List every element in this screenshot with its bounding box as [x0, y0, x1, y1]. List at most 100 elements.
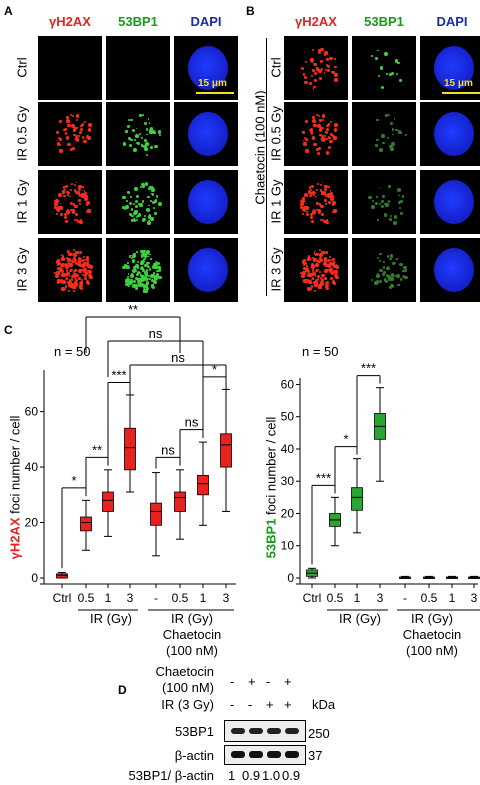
focus-dot	[321, 137, 325, 141]
focus-dot	[379, 187, 382, 190]
focus-dot	[311, 220, 315, 224]
focus-dot	[77, 198, 81, 202]
focus-dot	[64, 131, 68, 135]
focus-dot	[128, 213, 132, 217]
row-label-0: Ctrl	[268, 57, 284, 78]
focus-dot	[309, 188, 312, 191]
focus-dot	[142, 277, 146, 281]
panel-b-header-gh2ax: γH2AX	[295, 14, 337, 29]
x-tick-label: 1	[200, 591, 207, 605]
focus-dot	[59, 281, 61, 284]
focus-dot	[75, 212, 79, 216]
focus-dot	[401, 275, 404, 279]
ir-sign: -	[248, 697, 253, 712]
panel-a-header-53bp1: 53BP1	[118, 14, 158, 29]
focus-dot	[139, 250, 143, 253]
focus-dot	[394, 215, 398, 219]
focus-dot	[80, 192, 85, 197]
focus-dot	[151, 283, 154, 287]
focus-dot	[320, 278, 323, 281]
focus-dot	[385, 114, 388, 117]
focus-dot	[142, 288, 146, 292]
focus-dot	[73, 133, 77, 137]
nucleus	[434, 112, 474, 156]
focus-dot	[64, 278, 67, 281]
gh2ax-group-ir-chaetocin: IR (Gy) Chaetocin (100 nM)	[142, 611, 242, 659]
focus-dot	[332, 264, 337, 268]
nucleus	[434, 180, 474, 224]
focus-dot	[398, 207, 401, 210]
focus-dot	[79, 258, 82, 261]
focus-dot	[142, 269, 146, 273]
x-tick-label: -	[403, 591, 407, 605]
focus-dot	[80, 128, 84, 132]
nucleus	[188, 248, 228, 292]
focus-dot	[74, 204, 78, 209]
focus-dot	[325, 264, 330, 268]
focus-dot	[321, 273, 325, 277]
focus-dot	[322, 191, 327, 195]
focus-dot	[376, 118, 379, 122]
focus-dot	[147, 265, 150, 268]
focus-dot	[387, 274, 391, 279]
focus-dot	[331, 210, 334, 214]
focus-dot	[326, 64, 331, 69]
focus-dot	[131, 258, 136, 263]
focus-dot	[151, 200, 156, 205]
micrograph-tile	[174, 170, 238, 234]
focus-dot	[319, 253, 323, 258]
focus-dot	[158, 275, 163, 280]
y-tick-label: 0	[287, 571, 294, 585]
focus-dot	[317, 114, 321, 118]
focus-dot	[150, 274, 153, 276]
focus-dot	[152, 285, 156, 289]
x-tick-label: 3	[471, 591, 478, 605]
focus-dot	[79, 281, 84, 285]
focus-dot	[148, 204, 150, 207]
row-label-1: IR 0.5 Gy	[14, 106, 30, 161]
focus-dot	[82, 274, 84, 276]
focus-dot	[309, 129, 314, 134]
focus-dot	[144, 277, 148, 281]
focus-dot	[393, 117, 396, 120]
focus-dot	[315, 201, 320, 206]
focus-dot	[301, 197, 306, 201]
focus-dot	[74, 278, 77, 281]
band-53bp1-4	[285, 728, 299, 734]
focus-dot	[140, 263, 143, 266]
row-label-3: IR 3 Gy	[14, 247, 30, 292]
focus-dot	[313, 208, 316, 211]
focus-dot	[75, 181, 78, 184]
focus-dot	[313, 251, 316, 254]
focus-dot	[81, 185, 84, 189]
focus-dot	[311, 135, 316, 140]
focus-dot	[133, 265, 137, 269]
focus-dot	[388, 114, 391, 116]
focus-dot	[63, 273, 66, 276]
focus-dot	[314, 284, 318, 288]
focus-dot	[141, 182, 145, 187]
micrograph-tile	[38, 36, 102, 100]
focus-dot	[138, 283, 142, 287]
focus-dot	[136, 279, 140, 282]
focus-dot	[374, 281, 378, 286]
focus-dot	[56, 282, 59, 285]
focus-dot	[75, 119, 78, 122]
focus-dot	[331, 258, 335, 262]
focus-dot	[130, 196, 132, 199]
focus-dot	[311, 272, 315, 276]
focus-dot	[70, 182, 73, 185]
focus-dot	[68, 279, 71, 282]
focus-dot	[66, 190, 69, 194]
focus-dot	[324, 202, 328, 205]
significance-label: ns	[149, 326, 163, 341]
western-ir-label: IR (3 Gy)	[161, 697, 214, 712]
box	[174, 491, 186, 512]
focus-dot	[57, 279, 61, 283]
53bp1-group-ir-chaetocin-line3: (100 nM)	[405, 643, 459, 658]
focus-dot	[68, 264, 71, 267]
nucleus	[434, 248, 474, 292]
focus-dot	[148, 220, 150, 222]
focus-dot	[305, 202, 308, 205]
focus-dot	[130, 278, 133, 282]
